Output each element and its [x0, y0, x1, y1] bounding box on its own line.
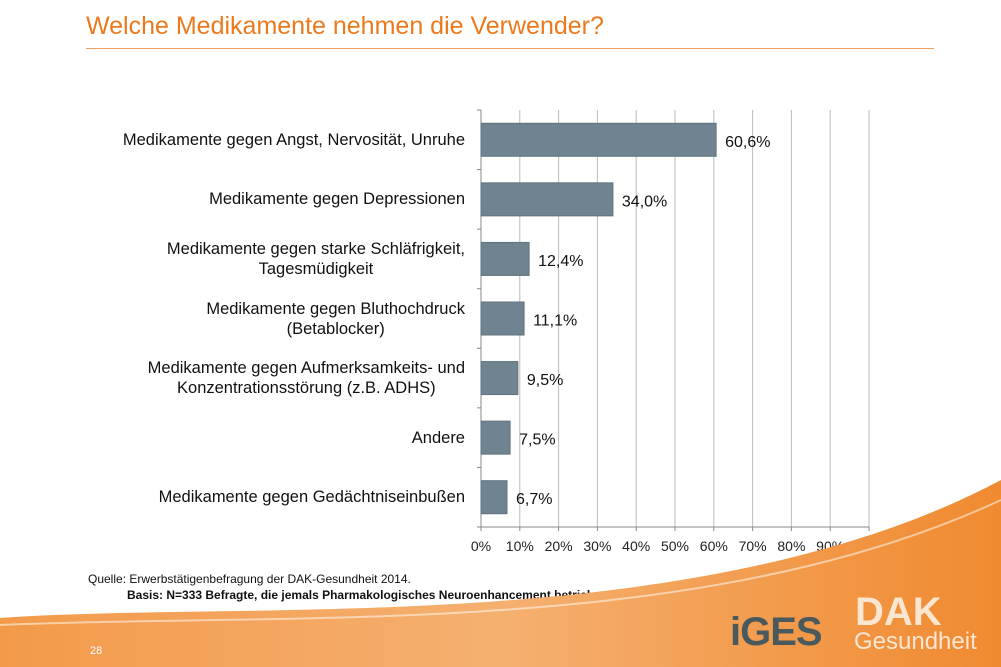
category-label: Medikamente gegen Aufmerksamkeits- und Ko… — [147, 359, 465, 398]
x-tick-label: 60% — [700, 538, 728, 554]
data-label: 7,5% — [519, 432, 555, 449]
bar — [480, 301, 525, 336]
source-note: Quelle: Erwerbstätigenbefragung der DAK-… — [88, 572, 411, 586]
bar — [480, 122, 717, 157]
category-label: Medikamente gegen Angst, Nervosität, Unr… — [122, 130, 465, 149]
x-tick-label: 20% — [545, 538, 573, 554]
data-label: 12,4% — [538, 253, 583, 270]
x-tick-label: 10% — [506, 538, 534, 554]
bar — [480, 182, 614, 217]
bar — [480, 420, 511, 455]
category-label: Medikamente gegen Bluthochdruck (Betabloc… — [206, 299, 465, 338]
data-label: 6,7% — [516, 491, 552, 508]
x-tick-label: 70% — [739, 538, 767, 554]
basis-note: Basis: N=333 Befragte, die jemals Pharma… — [127, 588, 651, 602]
category-label: Andere — [411, 428, 465, 447]
dak-logo-subtitle: Gesundheit — [854, 628, 977, 655]
bar — [480, 480, 508, 515]
slide-title: Welche Medikamente nehmen die Verwender? — [86, 12, 604, 40]
iges-logo: iGES — [730, 610, 823, 654]
bar — [480, 241, 530, 276]
dak-logo: DAK — [855, 590, 942, 634]
title-divider — [86, 48, 934, 49]
x-tick-label: 80% — [777, 538, 805, 554]
data-label: 9,5% — [527, 372, 563, 389]
page-number: 28 — [90, 645, 103, 657]
x-tick-label: 30% — [583, 538, 611, 554]
category-label: Medikamente gegen Gedächtniseinbußen — [158, 488, 465, 507]
x-tick-label: 0% — [471, 538, 491, 554]
data-label: 60,6% — [725, 134, 770, 151]
bar — [480, 361, 519, 396]
data-label: 34,0% — [622, 193, 667, 210]
category-label: Medikamente gegen Depressionen — [209, 190, 465, 209]
x-tick-label: 40% — [622, 538, 650, 554]
x-tick-label: 50% — [661, 538, 689, 554]
category-label: Medikamente gegen starke Schläfrigkeit, T… — [166, 239, 465, 278]
data-label: 11,1% — [533, 313, 577, 330]
